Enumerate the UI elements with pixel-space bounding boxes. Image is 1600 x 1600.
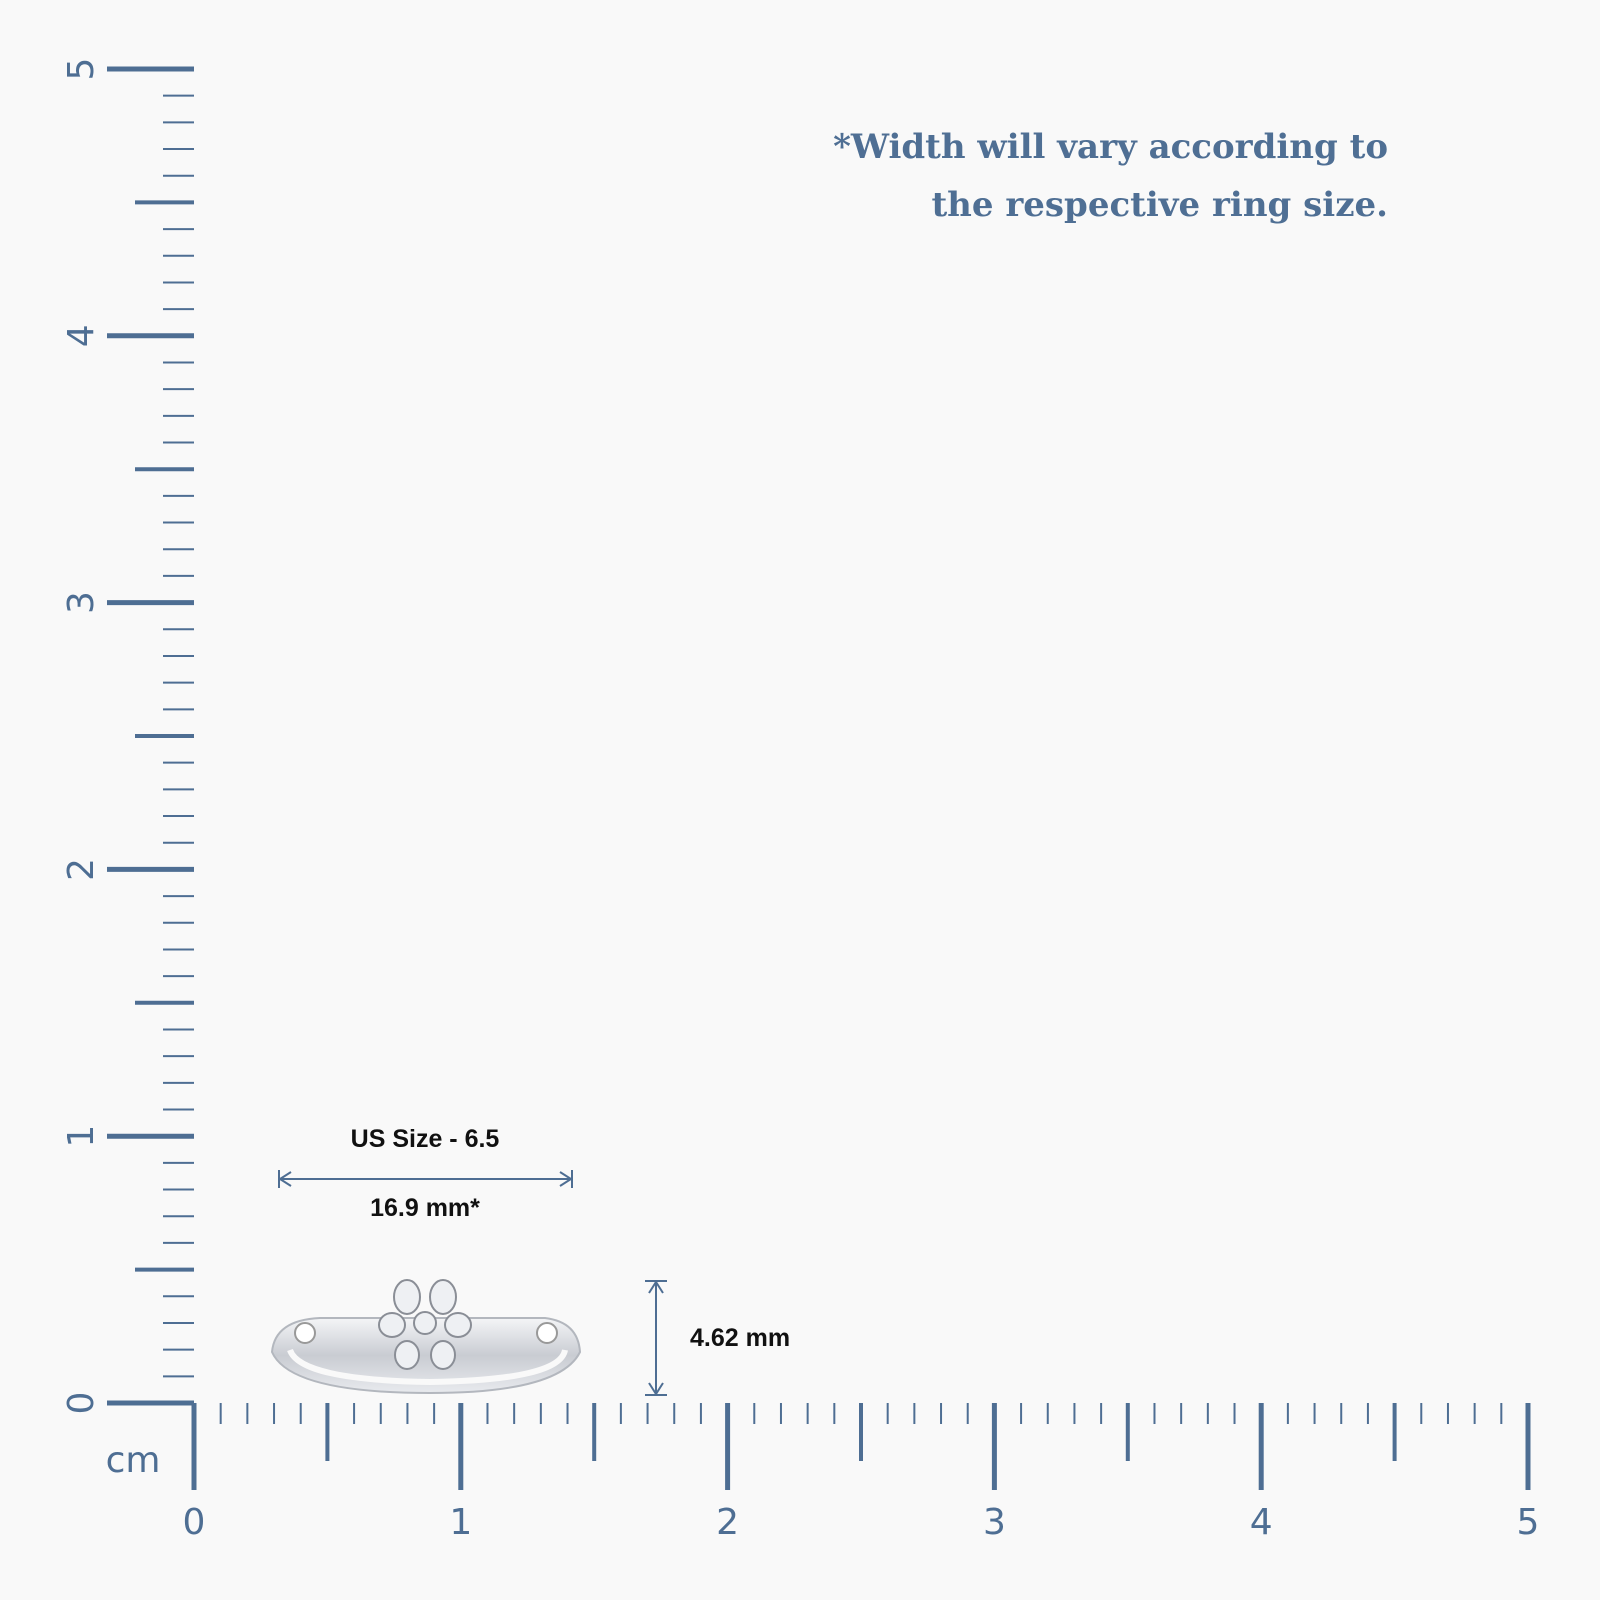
ruler: 0 1 2 3 4 5 0 1 2 3 4 5 [61,58,1539,1543]
ruler-label: 5 [61,58,102,81]
ruler-label: 3 [983,1502,1006,1543]
height-arrow [645,1280,667,1396]
ruler-label: 2 [716,1502,739,1543]
ruler-label: 1 [449,1502,472,1543]
size-label: US Size - 6.5 [351,1125,500,1153]
ring-image [270,1279,582,1395]
ruler-label: 0 [61,1392,102,1415]
ruler-label: 5 [1517,1502,1540,1543]
ruler-label: 1 [61,1125,102,1148]
note-line: the respective ring size. [931,185,1388,225]
width-arrow [278,1170,573,1188]
ruler-label: 2 [61,858,102,881]
note-line: *Width will vary according to [833,127,1388,167]
ruler-label: 4 [1250,1502,1273,1543]
ruler-label: 4 [61,324,102,347]
height-label: 4.62 mm [690,1324,790,1352]
width-label: 16.9 mm* [370,1194,480,1222]
ruler-label: 0 [183,1502,206,1543]
unit-label: cm [106,1440,161,1481]
ruler-label: 3 [61,591,102,614]
